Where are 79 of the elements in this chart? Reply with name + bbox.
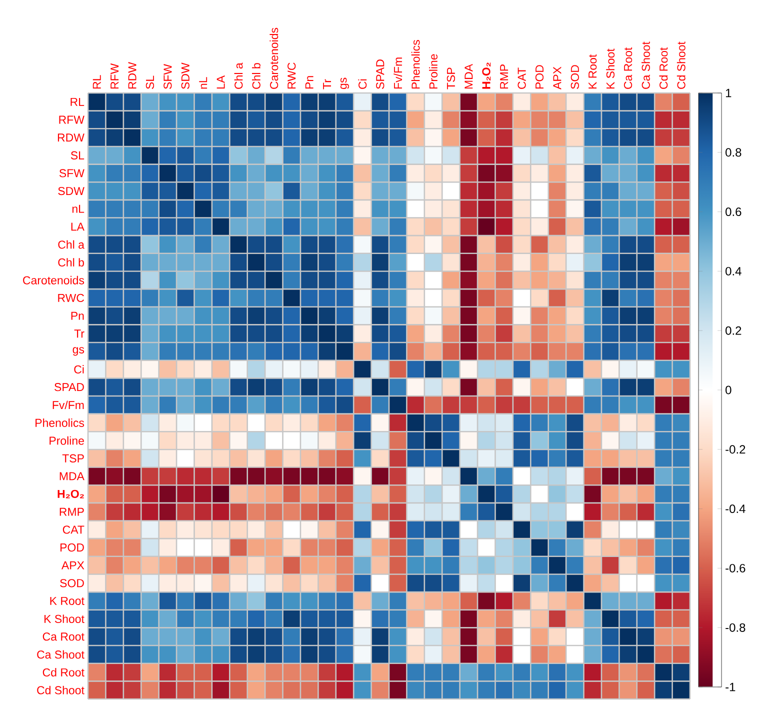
color-bar-label: -0.4 bbox=[726, 504, 746, 514]
x-tick-label: SFW bbox=[164, 64, 172, 89]
color-bar-label: -1 bbox=[726, 682, 736, 692]
x-tick-label: Tr bbox=[323, 79, 331, 90]
y-tick-label: Chl b bbox=[58, 258, 84, 267]
x-tick-label: APX bbox=[553, 66, 562, 90]
x-tick-label: Phenolics bbox=[411, 40, 420, 89]
x-tick-label: RDW bbox=[128, 62, 136, 89]
x-tick-label: gs bbox=[340, 78, 350, 89]
y-tick-label: Phenolics bbox=[36, 418, 84, 427]
x-tick-label: LA bbox=[216, 75, 225, 89]
color-bar-label: -0.8 bbox=[726, 623, 746, 632]
y-tick-label: K Root bbox=[50, 596, 84, 605]
y-tick-label: SFW bbox=[59, 169, 84, 178]
y-tick-label: Tr bbox=[74, 330, 84, 338]
y-tick-label: SOD bbox=[60, 579, 84, 588]
y-tick-label: CAT bbox=[62, 526, 84, 534]
x-tick-label: Chl b bbox=[252, 63, 260, 89]
x-tick-label: Ca Shoot bbox=[642, 42, 650, 89]
x-tick-label: RWC bbox=[288, 62, 296, 89]
x-tick-label: POD bbox=[535, 65, 544, 89]
x-tick-label: K Root bbox=[588, 54, 597, 89]
x-tick-label: Carotenoids bbox=[270, 28, 278, 89]
y-tick-label: POD bbox=[60, 543, 84, 552]
color-bar-label: -0.2 bbox=[726, 445, 746, 454]
x-tick-label: nL bbox=[199, 77, 208, 89]
y-tick-label: Pn bbox=[71, 312, 84, 320]
x-tick-label: RFW bbox=[110, 63, 119, 89]
y-tick-label: Proline bbox=[50, 436, 84, 445]
x-tick-label: SPAD bbox=[376, 60, 384, 89]
x-tick-label: K Shoot bbox=[606, 48, 615, 89]
x-tick-label: Fv/Fm bbox=[394, 58, 402, 89]
y-tick-label: H₂O₂ bbox=[58, 490, 84, 498]
y-tick-label: LA bbox=[71, 222, 84, 231]
y-tick-label: RDW bbox=[58, 134, 84, 142]
y-tick-label: Ca Shoot bbox=[37, 650, 84, 659]
x-tick-label: Ci bbox=[358, 79, 367, 89]
x-tick-label: Chl a bbox=[234, 62, 243, 89]
y-tick-label: Cd Shoot bbox=[37, 686, 84, 694]
x-tick-label: RMP bbox=[500, 64, 508, 89]
x-tick-label: RL bbox=[92, 75, 101, 89]
y-tick-label: SPAD bbox=[54, 383, 84, 392]
color-bar-label: 1 bbox=[726, 88, 732, 98]
y-tick-label: Cd Root bbox=[42, 668, 84, 676]
y-tick-label: Ca Root bbox=[42, 632, 84, 641]
y-tick-label: RFW bbox=[59, 116, 84, 124]
y-tick-label: Carotenoids bbox=[23, 276, 84, 284]
x-tick-label: Cd Root bbox=[659, 47, 668, 89]
x-tick-label: SOD bbox=[570, 65, 579, 89]
x-tick-label: Cd Shoot bbox=[676, 42, 686, 89]
x-tick-label: Pn bbox=[305, 76, 314, 89]
x-tick-label: Proline bbox=[429, 54, 438, 89]
y-tick-label: Fv/Fm bbox=[52, 400, 84, 410]
y-tick-label: RL bbox=[70, 98, 84, 106]
y-tick-label: SDW bbox=[58, 186, 84, 196]
x-tick-label: H₂O₂ bbox=[482, 62, 491, 89]
y-tick-label: RMP bbox=[60, 508, 84, 516]
color-bar-label: 0 bbox=[726, 386, 732, 394]
y-tick-label: TSP bbox=[62, 454, 84, 462]
x-tick-label: TSP bbox=[446, 68, 456, 90]
y-tick-label: Ci bbox=[74, 365, 84, 374]
y-tick-label: gs bbox=[72, 347, 84, 356]
color-bar-label: 0.2 bbox=[726, 326, 742, 335]
color-bar-label: -0.6 bbox=[726, 564, 746, 572]
y-tick-label: RWC bbox=[58, 294, 84, 302]
color-bar-label: 0.4 bbox=[726, 266, 742, 276]
x-tick-label: SL bbox=[146, 76, 154, 89]
x-tick-label: MDA bbox=[464, 64, 473, 89]
x-tick-label: CAT bbox=[518, 68, 526, 89]
y-tick-label: K Shoot bbox=[44, 614, 84, 624]
y-tick-label: SL bbox=[70, 151, 84, 160]
y-tick-label: APX bbox=[61, 561, 84, 570]
color-bar-label: 0.6 bbox=[726, 208, 742, 216]
color-bar-label: 0.8 bbox=[726, 148, 742, 157]
y-tick-label: nL bbox=[72, 204, 84, 213]
x-tick-label: SDW bbox=[181, 62, 190, 89]
y-tick-label: MDA bbox=[60, 472, 84, 480]
x-tick-label: Ca Root bbox=[624, 47, 632, 89]
y-tick-label: Chl a bbox=[58, 240, 84, 249]
